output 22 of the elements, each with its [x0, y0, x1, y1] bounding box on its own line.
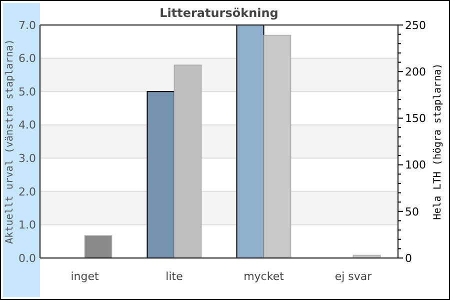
y2-tick-label: 0: [405, 252, 412, 265]
chart-title: Litteratursökning: [160, 6, 278, 20]
y2-tick-label: 100: [405, 158, 426, 172]
y2-tick-label: 250: [405, 18, 426, 32]
x-tick-label: ej svar: [334, 270, 372, 283]
y-axis-title: Aktuellt urval (vänstra staplarna): [4, 39, 16, 244]
y2-tick-label: 200: [405, 65, 426, 78]
x-tick-label: lite: [166, 270, 184, 283]
y-tick-label: 1.0: [18, 218, 36, 232]
y-tick-label: 2.0: [18, 185, 36, 198]
x-tick-label: mycket: [244, 270, 285, 283]
y-tick-label: 3.0: [18, 152, 36, 165]
bar: [84, 235, 112, 258]
y-tick-label: 5.0: [18, 85, 36, 98]
x-tick-label: inget: [70, 270, 100, 283]
y2-tick-label: 150: [405, 112, 426, 126]
y-tick-label: 7.0: [18, 18, 36, 32]
y-tick-label: 4.0: [18, 118, 36, 132]
y2-axis-title: Hela LTH (högra staplarna): [432, 63, 444, 220]
y-tick-label: 0.0: [18, 252, 36, 265]
y-tick-label: 6.0: [18, 52, 36, 66]
y2-tick-label: 50: [405, 205, 419, 218]
